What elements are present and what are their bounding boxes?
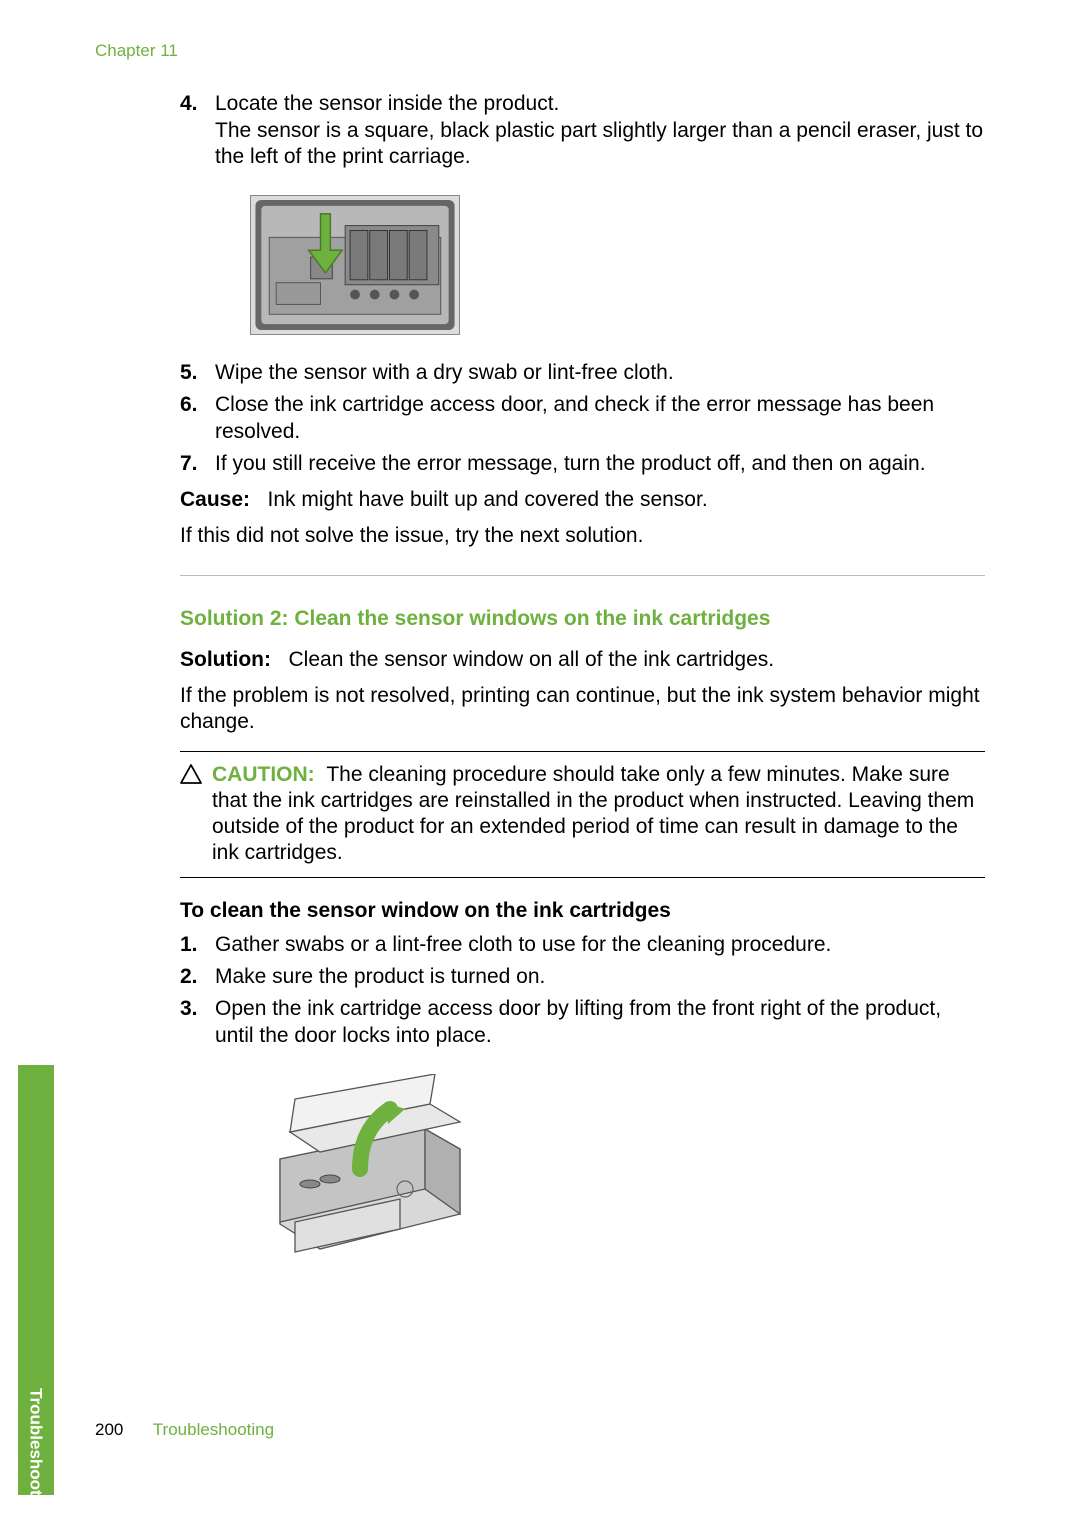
step-item: 7. If you still receive the error messag… <box>180 451 985 477</box>
cause-paragraph: Cause: Ink might have built up and cover… <box>180 487 985 513</box>
step-number: 2. <box>180 964 198 990</box>
step-text: Wipe the sensor with a dry swab or lint-… <box>215 361 674 384</box>
steps-list-b: 1. Gather swabs or a lint-free cloth to … <box>180 932 985 1264</box>
procedure-subheading: To clean the sensor window on the ink ca… <box>180 898 985 924</box>
chapter-header: Chapter 11 <box>95 40 985 61</box>
solution-text: Clean the sensor window on all of the in… <box>289 648 775 671</box>
solution-note: If the problem is not resolved, printing… <box>180 683 985 736</box>
step-item: 2. Make sure the product is turned on. <box>180 964 985 990</box>
steps-list-a: 4. Locate the sensor inside the product.… <box>180 91 985 477</box>
cause-text: Ink might have built up and covered the … <box>268 488 708 511</box>
try-next-paragraph: If this did not solve the issue, try the… <box>180 523 985 549</box>
step-number: 5. <box>180 360 198 386</box>
section-divider <box>180 575 985 576</box>
footer-page-number: 200 <box>95 1420 123 1439</box>
caution-text: The cleaning procedure should take only … <box>212 763 974 865</box>
step-number: 1. <box>180 932 198 958</box>
sidebar-label: Troubleshooting <box>25 1388 46 1521</box>
step-number: 3. <box>180 996 198 1022</box>
step-text: Make sure the product is turned on. <box>215 965 545 988</box>
step-number: 4. <box>180 91 198 117</box>
step-number: 6. <box>180 392 198 418</box>
step-text: Open the ink cartridge access door by li… <box>215 997 941 1046</box>
caution-label: CAUTION: <box>212 763 315 786</box>
printer-illustration <box>250 1074 475 1264</box>
step-item: 3. Open the ink cartridge access door by… <box>180 996 985 1264</box>
step-text: If you still receive the error message, … <box>215 452 926 475</box>
step-item: 6. Close the ink cartridge access door, … <box>180 392 985 445</box>
step-item: 5. Wipe the sensor with a dry swab or li… <box>180 360 985 386</box>
solution-label: Solution: <box>180 648 271 671</box>
cause-label: Cause: <box>180 488 250 511</box>
page-footer: 200 Troubleshooting <box>95 1419 274 1440</box>
step-subtext: The sensor is a square, black plastic pa… <box>215 118 985 171</box>
step-text: Gather swabs or a lint-free cloth to use… <box>215 933 831 956</box>
footer-section-name: Troubleshooting <box>153 1420 274 1439</box>
step-item: 1. Gather swabs or a lint-free cloth to … <box>180 932 985 958</box>
solution-paragraph: Solution: Clean the sensor window on all… <box>180 647 985 673</box>
step-text: Close the ink cartridge access door, and… <box>215 393 934 442</box>
step-number: 7. <box>180 451 198 477</box>
caution-icon <box>180 764 202 791</box>
caution-content: CAUTION: The cleaning procedure should t… <box>212 762 985 867</box>
sensor-illustration <box>250 195 460 335</box>
step-item: 4. Locate the sensor inside the product.… <box>180 91 985 335</box>
step-text: Locate the sensor inside the product. <box>215 92 559 115</box>
solution-heading: Solution 2: Clean the sensor windows on … <box>180 606 985 632</box>
sidebar-tab: Troubleshooting <box>18 1065 54 1495</box>
caution-box: CAUTION: The cleaning procedure should t… <box>180 751 985 878</box>
